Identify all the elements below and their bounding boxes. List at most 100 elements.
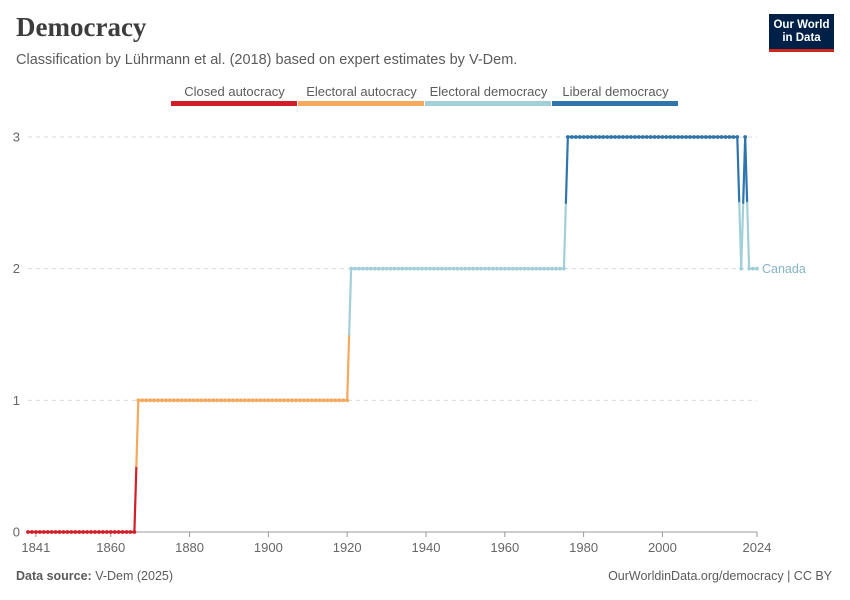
data-point-1964[interactable] <box>518 266 523 271</box>
data-point-1898[interactable] <box>258 398 263 403</box>
data-point-1868[interactable] <box>140 398 145 403</box>
data-point-1901[interactable] <box>270 398 275 403</box>
data-point-1893[interactable] <box>238 398 243 403</box>
data-point-2020[interactable] <box>739 266 744 271</box>
data-point-1952[interactable] <box>471 266 476 271</box>
data-point-1991[interactable] <box>625 135 629 139</box>
data-point-1849[interactable] <box>65 530 70 534</box>
source-value[interactable]: V-Dem (2025) <box>95 569 174 583</box>
data-point-1990[interactable] <box>621 135 625 139</box>
data-point-1960[interactable] <box>502 266 507 271</box>
data-point-2001[interactable] <box>664 135 669 139</box>
data-point-1945[interactable] <box>443 266 448 271</box>
data-point-1878[interactable] <box>179 398 184 403</box>
data-point-1911[interactable] <box>309 398 314 403</box>
data-point-1846[interactable] <box>53 530 58 534</box>
data-point-1869[interactable] <box>144 398 149 403</box>
data-point-1959[interactable] <box>498 266 503 271</box>
data-point-2014[interactable] <box>715 135 720 139</box>
data-point-1847[interactable] <box>57 530 62 534</box>
series-canada[interactable]: Canada <box>26 135 806 534</box>
data-point-1971[interactable] <box>546 266 551 271</box>
data-point-1923[interactable] <box>357 266 361 271</box>
legend-label-2[interactable]: Electoral autocracy <box>306 84 417 99</box>
data-point-2012[interactable] <box>707 135 712 139</box>
data-point-1855[interactable] <box>89 530 93 534</box>
data-point-1883[interactable] <box>199 398 204 403</box>
data-point-2022[interactable] <box>747 266 752 271</box>
legend-label-1[interactable]: Closed autocracy <box>184 84 285 99</box>
data-point-1933[interactable] <box>396 266 401 271</box>
data-point-1977[interactable] <box>569 135 574 139</box>
data-point-1948[interactable] <box>455 266 460 271</box>
data-point-1937[interactable] <box>412 266 417 271</box>
data-point-1976[interactable] <box>565 135 570 139</box>
data-point-1884[interactable] <box>203 398 208 403</box>
data-point-1870[interactable] <box>148 398 153 403</box>
data-point-1843[interactable] <box>41 530 46 534</box>
data-point-1949[interactable] <box>459 266 464 271</box>
data-point-1969[interactable] <box>538 266 543 271</box>
data-point-1928[interactable] <box>376 266 381 271</box>
data-point-1866[interactable] <box>132 530 137 534</box>
data-point-1896[interactable] <box>250 398 255 403</box>
data-point-1916[interactable] <box>329 398 334 403</box>
data-point-1892[interactable] <box>234 398 239 403</box>
data-point-1885[interactable] <box>207 398 212 403</box>
data-point-1927[interactable] <box>372 266 377 271</box>
data-point-1984[interactable] <box>597 135 602 139</box>
data-point-1872[interactable] <box>156 398 160 403</box>
data-point-1867[interactable] <box>136 398 141 403</box>
data-point-1981[interactable] <box>585 135 590 139</box>
data-point-2023[interactable] <box>751 266 755 271</box>
data-point-1845[interactable] <box>49 530 54 534</box>
data-point-1940[interactable] <box>424 266 428 271</box>
data-point-1924[interactable] <box>361 266 365 271</box>
data-point-1987[interactable] <box>609 135 614 139</box>
data-point-1887[interactable] <box>215 398 220 403</box>
data-point-1947[interactable] <box>451 266 456 271</box>
data-point-2024[interactable] <box>755 266 759 271</box>
data-point-1962[interactable] <box>510 266 515 271</box>
data-point-1985[interactable] <box>601 135 606 139</box>
data-point-1993[interactable] <box>632 135 637 139</box>
data-point-1876[interactable] <box>171 398 176 403</box>
data-point-2015[interactable] <box>719 135 724 139</box>
data-point-1909[interactable] <box>301 398 306 403</box>
data-point-1935[interactable] <box>404 266 409 271</box>
data-point-1930[interactable] <box>384 266 389 271</box>
data-point-1881[interactable] <box>191 398 196 403</box>
data-point-1841[interactable] <box>33 530 38 534</box>
data-point-1942[interactable] <box>431 266 436 271</box>
data-point-2006[interactable] <box>684 135 688 139</box>
data-point-2003[interactable] <box>672 135 677 139</box>
data-point-2004[interactable] <box>676 135 681 139</box>
data-point-1918[interactable] <box>337 398 342 403</box>
data-point-1859[interactable] <box>104 530 109 534</box>
data-point-1954[interactable] <box>479 266 484 271</box>
data-point-1889[interactable] <box>223 398 227 403</box>
data-point-1857[interactable] <box>97 530 101 534</box>
data-point-1861[interactable] <box>112 530 117 534</box>
data-point-1934[interactable] <box>400 266 405 271</box>
data-point-1989[interactable] <box>617 135 621 139</box>
data-point-1897[interactable] <box>254 398 259 403</box>
data-point-1917[interactable] <box>333 398 338 403</box>
data-point-1926[interactable] <box>368 266 373 271</box>
data-point-1975[interactable] <box>562 266 566 271</box>
data-point-1968[interactable] <box>534 266 539 271</box>
data-point-1899[interactable] <box>262 398 267 403</box>
data-point-1922[interactable] <box>353 266 357 271</box>
legend-label-4[interactable]: Liberal democracy <box>562 84 669 99</box>
data-point-2000[interactable] <box>660 135 665 139</box>
data-point-1921[interactable] <box>349 266 354 271</box>
data-point-1879[interactable] <box>183 398 188 403</box>
data-point-2002[interactable] <box>668 135 673 139</box>
data-point-1902[interactable] <box>274 398 279 403</box>
data-point-1982[interactable] <box>589 135 594 139</box>
data-point-2013[interactable] <box>711 135 716 139</box>
data-point-1999[interactable] <box>656 135 661 139</box>
data-point-1894[interactable] <box>242 398 247 403</box>
data-point-1957[interactable] <box>491 266 495 271</box>
data-point-1939[interactable] <box>420 266 424 271</box>
